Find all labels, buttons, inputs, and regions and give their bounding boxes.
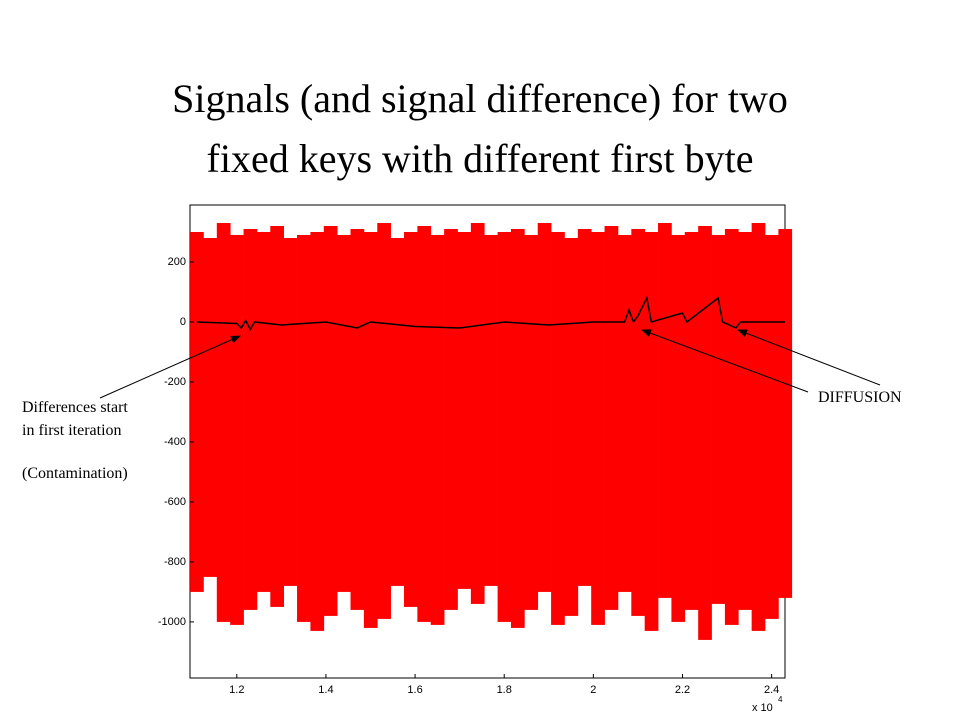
title-line: fixed keys with different first byte xyxy=(207,136,754,181)
signal-range xyxy=(404,231,418,607)
signal-range xyxy=(698,225,712,640)
annotation: (Contamination) xyxy=(22,465,128,482)
arrow xyxy=(737,329,881,386)
signal-range xyxy=(724,228,739,625)
signal-range xyxy=(631,228,646,616)
signal-range xyxy=(310,231,325,631)
signal-range xyxy=(243,228,258,610)
signal-range xyxy=(591,231,605,625)
y-tick-label: -1000 xyxy=(158,616,186,628)
signal-range xyxy=(738,231,752,610)
signal-range xyxy=(323,225,338,616)
y-tick-label: -600 xyxy=(164,496,186,508)
signal-range xyxy=(377,222,391,619)
plot xyxy=(190,222,793,640)
x-tick-label: 1.8 xyxy=(497,684,512,696)
y-tick-label: 0 xyxy=(180,316,186,328)
signal-range xyxy=(337,234,351,592)
signal-range xyxy=(510,228,525,628)
signal-range xyxy=(457,231,472,589)
x-scale-base: x 10 xyxy=(752,702,773,714)
signal-range xyxy=(363,231,378,628)
signal-range xyxy=(497,231,512,622)
annotation: Differences start xyxy=(22,399,128,416)
signal-range xyxy=(658,222,672,598)
x-tick-label: 1.4 xyxy=(318,684,333,696)
signal-range xyxy=(711,234,726,604)
arrow xyxy=(641,329,809,393)
difference-line xyxy=(196,295,785,332)
signal-range xyxy=(765,234,779,619)
y-tick-label: -800 xyxy=(164,556,186,568)
signal-range xyxy=(551,231,565,625)
signal-range xyxy=(577,228,592,586)
signal-range xyxy=(297,234,311,622)
signal-range xyxy=(430,234,445,625)
arrow xyxy=(99,335,241,399)
x-tick-label: 1.2 xyxy=(229,684,244,696)
signal-range xyxy=(684,231,699,610)
signal-range xyxy=(751,222,766,631)
x-tick-label: 1.6 xyxy=(407,684,422,696)
y-tick-label: 200 xyxy=(168,256,186,268)
signal-range xyxy=(390,237,405,586)
signal-range xyxy=(203,237,218,577)
y-tick-label: -400 xyxy=(164,436,186,448)
annotation: DIFFUSION xyxy=(818,389,902,406)
signal-range xyxy=(470,222,485,604)
signal-range xyxy=(564,237,579,616)
signal-range xyxy=(484,234,498,586)
x-tick-label: 2.4 xyxy=(764,684,779,696)
signal-range xyxy=(524,234,539,610)
x-tick-label: 2.2 xyxy=(675,684,690,696)
annotation: in first iteration xyxy=(22,422,122,439)
signal-range xyxy=(644,231,659,631)
signal-range xyxy=(230,234,244,625)
signal-range xyxy=(671,234,686,622)
signal-range xyxy=(350,228,365,610)
signal-range xyxy=(778,228,793,598)
signal-range xyxy=(190,231,204,592)
signal-range xyxy=(444,228,458,610)
signal-range xyxy=(216,222,231,622)
signal-range xyxy=(256,231,271,592)
signal-range xyxy=(537,222,552,592)
signal-range xyxy=(417,225,432,622)
signal-range xyxy=(270,225,285,607)
y-tick-label: -200 xyxy=(164,376,186,388)
signal-range xyxy=(604,225,619,610)
x-tick-label: 2 xyxy=(590,684,596,696)
x-scale-exponent: 4 xyxy=(778,695,783,704)
title-line: Signals (and signal difference) for two xyxy=(172,76,788,121)
signal-range xyxy=(617,234,632,592)
signal-range xyxy=(283,237,298,586)
